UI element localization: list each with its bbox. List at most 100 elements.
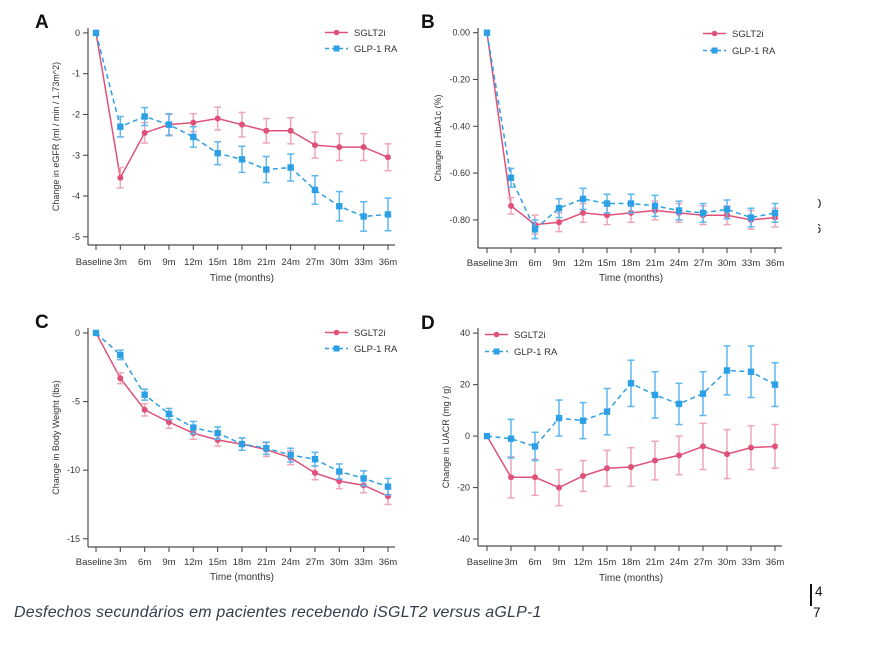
y-tick-label: -3	[72, 150, 80, 160]
legend-label: GLP-1 RA	[732, 46, 776, 57]
data-point-marker	[651, 391, 659, 399]
data-point-marker	[238, 121, 245, 128]
y-tick-label: 40	[460, 328, 470, 338]
series-sglt2i-line	[95, 332, 389, 497]
y-tick-label: -15	[67, 534, 80, 544]
x-tick-label: Baseline	[467, 258, 503, 269]
data-point-marker	[603, 200, 611, 207]
y-tick-label: -0.60	[449, 168, 470, 178]
y-axis-title-d: Change in UACR (mg / g)	[441, 386, 451, 489]
x-tick-label: 33m	[742, 557, 761, 568]
y-axis-title-a: Change in eGFR (ml / min / 1.73m^2)	[51, 62, 61, 211]
data-point-marker	[238, 440, 246, 448]
panel-d: D 40 20 0 -20 -40 Change in UACR (mg / g) Basel…	[421, 313, 784, 584]
data-point-marker	[747, 214, 755, 221]
legend-marker	[493, 331, 500, 338]
x-tick-label: 3m	[504, 258, 517, 269]
data-point-marker	[92, 329, 100, 337]
x-tick-label: 33m	[354, 257, 373, 268]
data-point-marker	[360, 144, 367, 151]
data-point-marker	[190, 424, 197, 431]
x-tick-label: 24m	[670, 557, 689, 568]
x-tick-label: 24m	[670, 258, 689, 269]
panel-letter-a: A	[35, 12, 49, 33]
x-tick-label: 24m	[281, 257, 300, 268]
data-point-marker	[214, 150, 221, 157]
data-point-marker	[287, 451, 294, 459]
legend-marker	[711, 30, 718, 37]
series-glp-1-ra-line	[95, 332, 389, 488]
y-tick-label: -1	[72, 69, 80, 79]
y-tick-label: 0	[465, 431, 470, 441]
x-tick-label: 9m	[552, 258, 565, 269]
x-tick-label: 27m	[306, 257, 325, 268]
data-point-marker	[141, 113, 148, 120]
panel-letter-d: D	[421, 313, 435, 334]
data-point-marker	[652, 457, 658, 464]
y-axis-title-b: Change in HbA1c (%)	[433, 94, 443, 181]
y-tick-label: -4	[72, 191, 80, 201]
x-tick-label: 33m	[742, 258, 761, 269]
legend-label: SGLT2i	[354, 28, 386, 39]
x-tick-label: 3m	[114, 257, 127, 268]
y-tick-label: 20	[460, 380, 470, 390]
data-point-marker	[384, 483, 392, 490]
series-sglt2i-c	[93, 329, 392, 506]
x-tick-label: 21m	[257, 557, 276, 568]
data-point-marker	[507, 435, 515, 442]
legend-a: SGLT2i GLP-1 RA	[325, 28, 398, 55]
margin-number-bottom: 7	[813, 605, 821, 620]
data-point-marker	[580, 472, 586, 479]
data-point-marker	[287, 127, 294, 134]
x-tick-label: 9m	[162, 257, 175, 268]
x-axis-a: Baseline 3m 6m 9m 12m 15m 18m 21m 24m 27m 30m 33m 36…	[76, 244, 397, 284]
x-tick-label: 30m	[718, 557, 737, 568]
series-glp-1-ra-a	[92, 29, 392, 232]
x-tick-label: 30m	[330, 557, 349, 568]
data-point-marker	[117, 351, 124, 359]
data-point-marker	[483, 432, 491, 440]
legend-label: SGLT2i	[732, 29, 764, 40]
y-tick-label: -40	[457, 534, 470, 544]
data-point-marker	[532, 474, 538, 481]
data-point-marker	[747, 368, 755, 375]
margin-number-top: 4	[815, 584, 823, 599]
x-tick-label: 18m	[622, 258, 641, 269]
x-axis-title-a: Time (months)	[210, 273, 274, 284]
panel-c: C 0 -5 -10 -15 Change in Body Weight (lbs) Bas…	[35, 312, 398, 583]
data-point-marker	[579, 417, 587, 424]
data-point-marker	[579, 195, 587, 203]
data-point-marker	[117, 123, 124, 130]
y-axis-b: 0.00 -0.20 -0.40 -0.60 -0.80 Change in HbA1c …	[433, 28, 479, 248]
data-point-marker	[508, 474, 514, 481]
data-point-marker	[651, 202, 659, 210]
data-point-marker	[580, 209, 586, 216]
series-glp-1-ra-c	[92, 329, 392, 496]
y-tick-label: -5	[72, 232, 80, 242]
data-point-marker	[190, 119, 197, 126]
x-tick-label: 36m	[766, 557, 785, 568]
data-point-marker	[92, 29, 100, 37]
legend-label: GLP-1 RA	[514, 347, 558, 358]
x-axis-c: Baseline 3m 6m 9m 12m 15m 18m 21m 24m 27m 30m 33m 36…	[76, 546, 397, 583]
data-point-marker	[311, 186, 319, 194]
data-point-marker	[336, 468, 343, 475]
x-tick-label: 30m	[718, 258, 737, 269]
data-point-marker	[699, 390, 707, 397]
data-point-marker	[604, 212, 610, 219]
x-tick-label: 27m	[306, 557, 325, 568]
data-point-marker	[531, 226, 539, 233]
data-point-marker	[165, 121, 173, 128]
figure-caption: Desfechos secundários em pacientes receb…	[14, 604, 542, 621]
x-tick-label: 12m	[574, 258, 593, 269]
data-point-marker	[287, 164, 294, 171]
y-axis-title-c: Change in Body Weight (lbs)	[51, 380, 61, 494]
x-axis-d: Baseline 3m 6m 9m 12m 15m 18m 21m 24m 27m 30m 33m 36…	[467, 545, 785, 584]
x-tick-label: 33m	[354, 557, 373, 568]
data-point-marker	[141, 406, 148, 413]
x-tick-label: 6m	[528, 557, 541, 568]
data-point-marker	[699, 209, 707, 217]
data-point-marker	[263, 127, 270, 134]
x-tick-label: 21m	[646, 557, 665, 568]
data-point-marker	[311, 142, 318, 149]
